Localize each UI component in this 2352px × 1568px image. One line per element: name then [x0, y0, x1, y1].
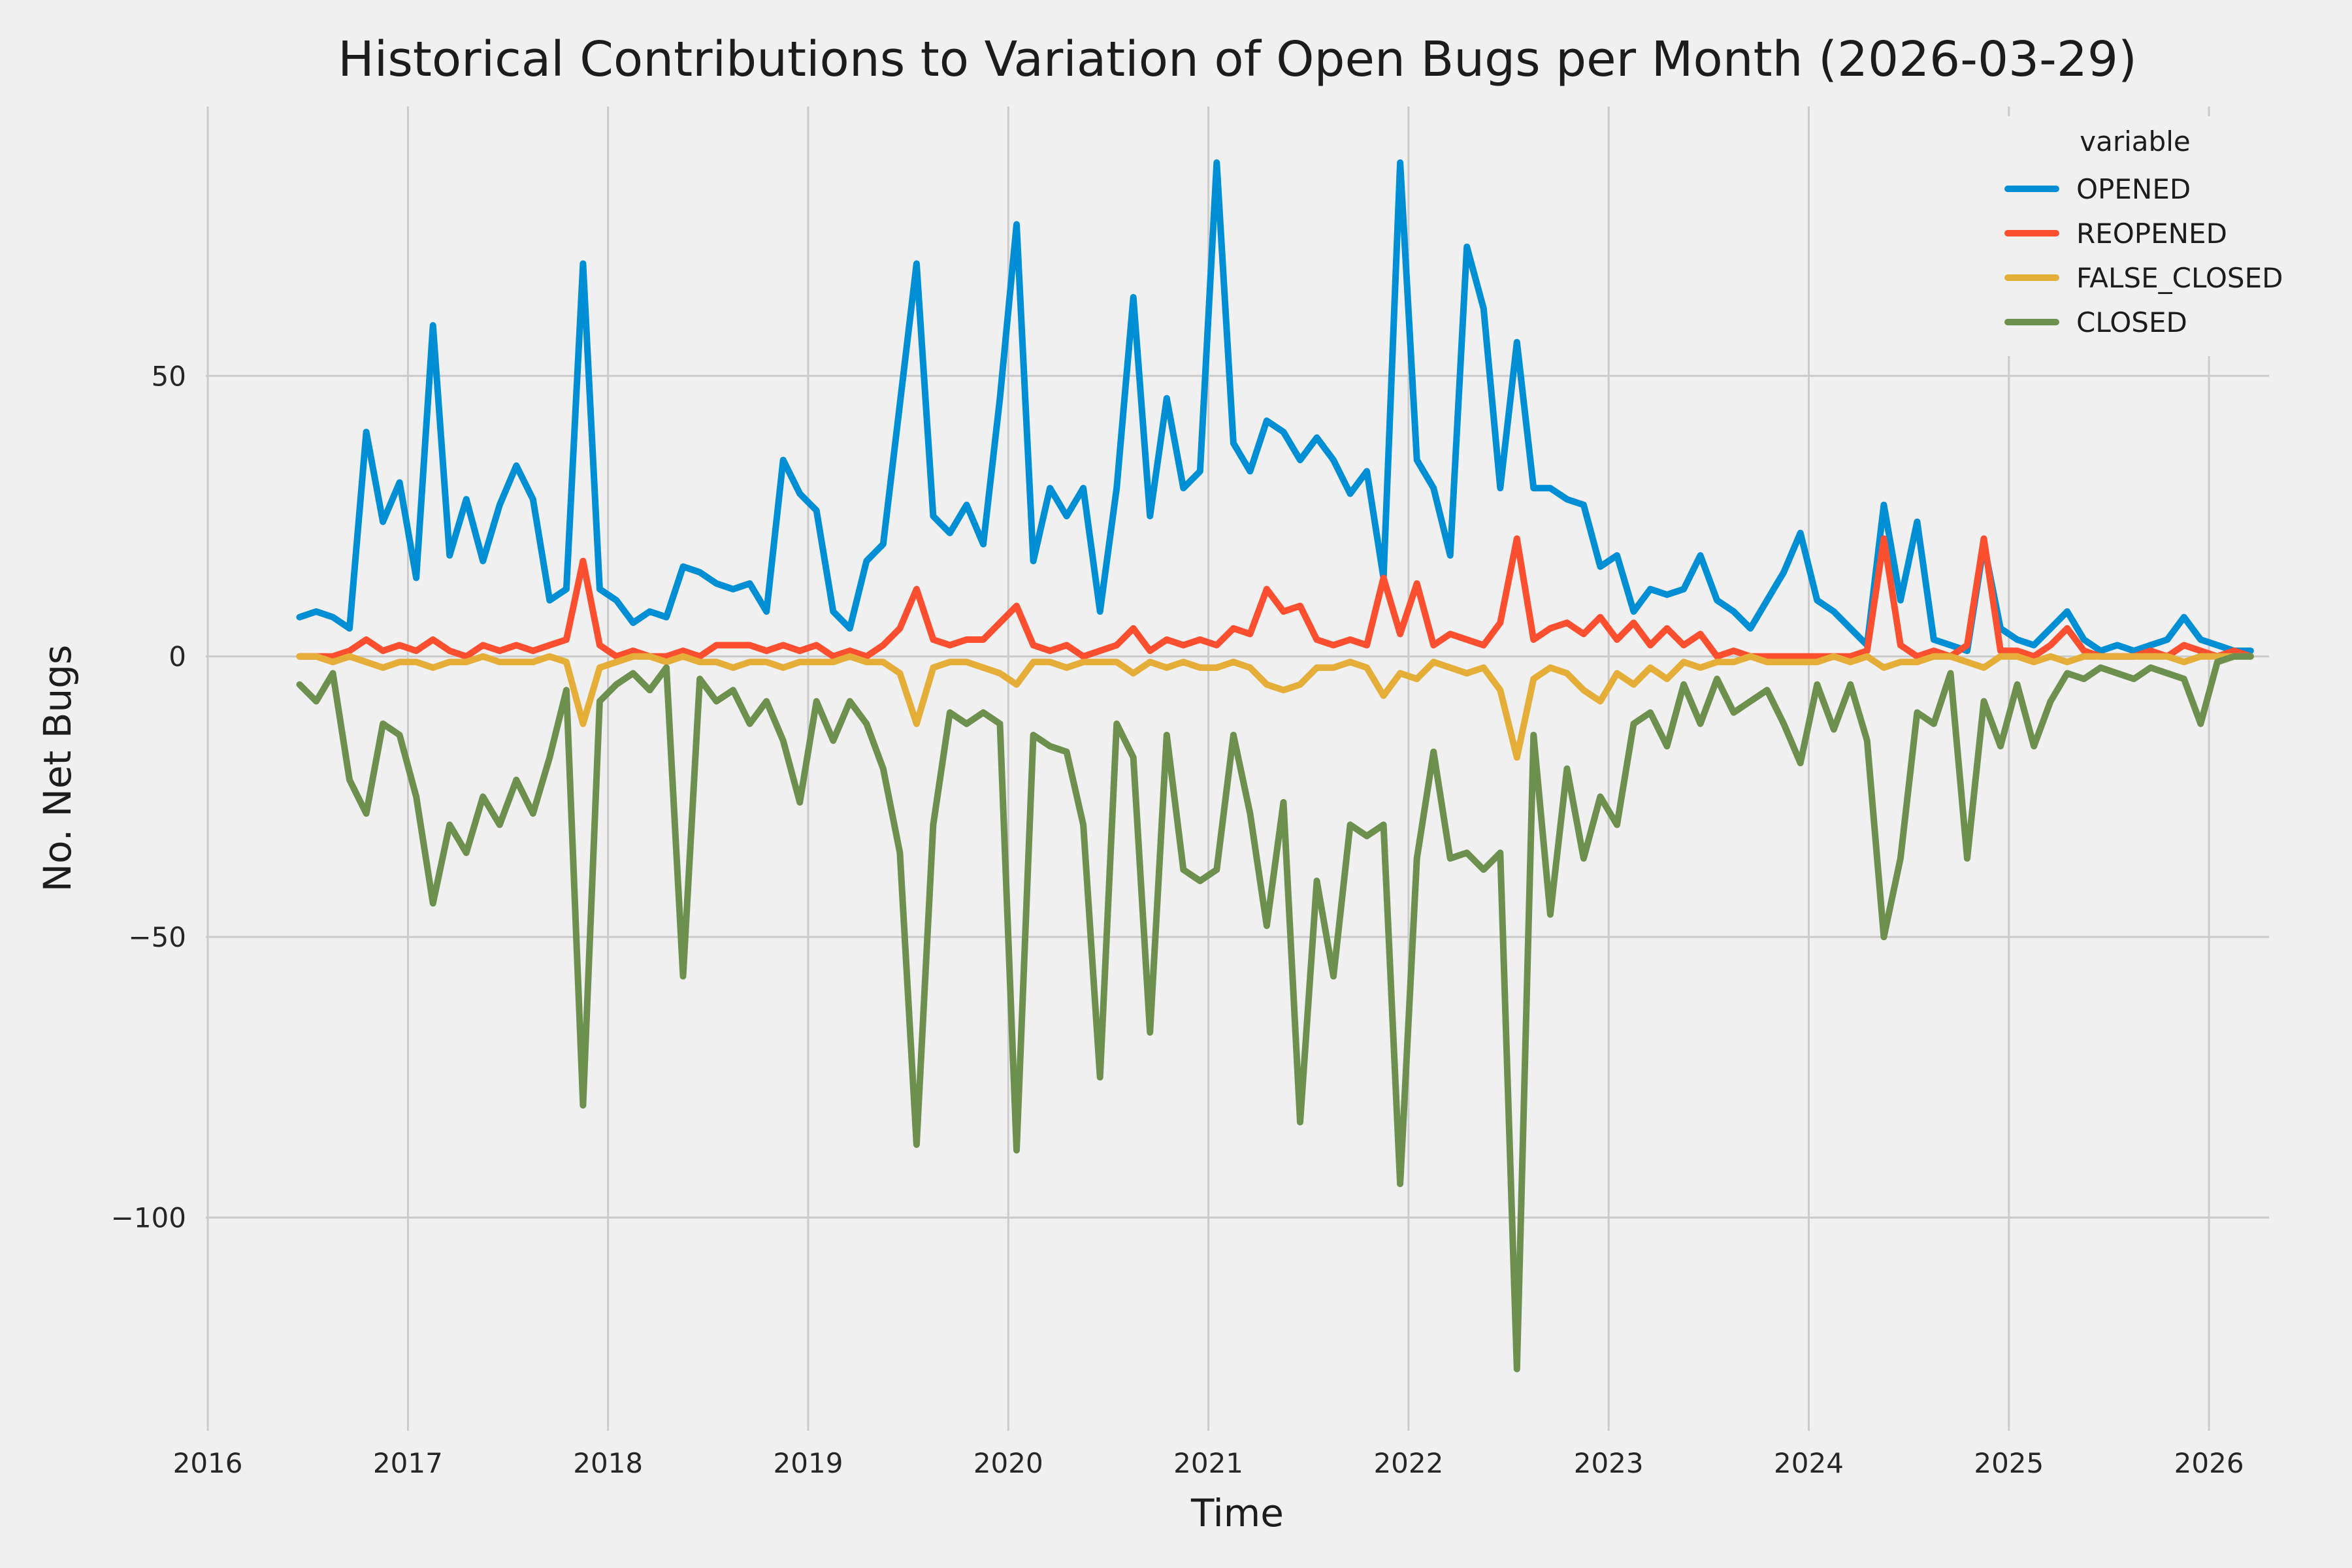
legend-swatch-opened-icon: [2004, 186, 2059, 192]
series-line-opened: [296, 159, 2254, 655]
x-tick-label-2026: 2026: [2174, 1447, 2244, 1479]
x-tick-label-2025: 2025: [1974, 1447, 2044, 1479]
series-line-false_closed: [296, 653, 2254, 761]
series-line-reopened: [296, 535, 2254, 660]
series-line-closed: [296, 653, 2254, 1373]
legend-label-reopened: REOPENED: [2076, 217, 2227, 250]
legend-label-false-closed: FALSE_CLOSED: [2076, 261, 2283, 294]
legend-label-closed: CLOSED: [2076, 306, 2187, 338]
legend-entry-closed: CLOSED: [1986, 300, 2284, 344]
chart-title: Historical Contributions to Variation of…: [338, 31, 2137, 88]
y-tick-label-50: 50: [152, 360, 186, 392]
y-tick-label-0: 0: [169, 641, 186, 673]
legend-swatch-closed-icon: [2004, 319, 2059, 325]
legend: variable OPENED REOPENED FALSE_CLOSED CL…: [1986, 116, 2284, 356]
x-axis-label: Time: [1191, 1491, 1284, 1535]
legend-entry-opened: OPENED: [1986, 167, 2284, 211]
x-tick-label-2020: 2020: [973, 1447, 1043, 1479]
y-tick-label--100: −100: [111, 1202, 186, 1234]
legend-swatch-reopened-icon: [2004, 230, 2059, 237]
legend-swatch-false-closed-icon: [2004, 274, 2059, 281]
x-tick-label-2017: 2017: [373, 1447, 443, 1479]
x-tick-label-2018: 2018: [573, 1447, 643, 1479]
x-tick-label-2023: 2023: [1574, 1447, 1644, 1479]
x-tick-label-2016: 2016: [173, 1447, 243, 1479]
legend-title: variable: [2080, 125, 2191, 157]
x-tick-label-2024: 2024: [1774, 1447, 1844, 1479]
legend-entry-reopened: REOPENED: [1986, 211, 2284, 255]
legend-label-opened: OPENED: [2076, 172, 2191, 205]
x-tick-label-2021: 2021: [1173, 1447, 1243, 1479]
x-tick-label-2022: 2022: [1373, 1447, 1443, 1479]
legend-entry-false-closed: FALSE_CLOSED: [1986, 255, 2284, 300]
x-tick-label-2019: 2019: [774, 1447, 843, 1479]
y-tick-label--50: −50: [128, 921, 186, 953]
